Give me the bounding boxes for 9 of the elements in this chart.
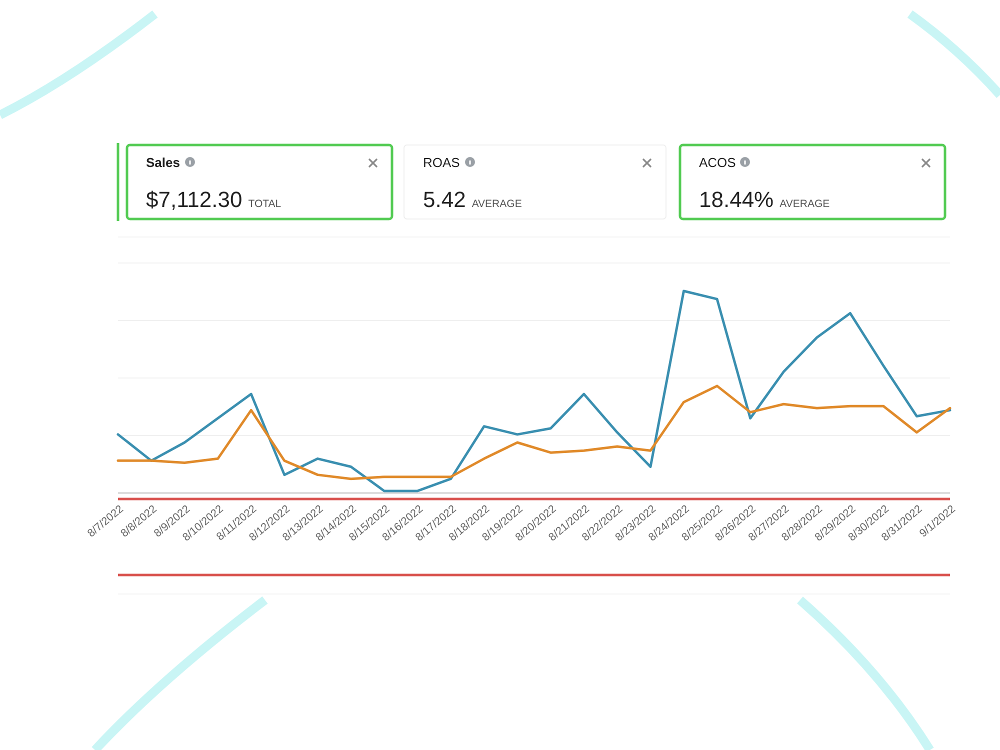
text: 5.42 — [423, 187, 466, 212]
text: 18.44% — [699, 187, 774, 212]
text: ACOS — [699, 155, 736, 170]
text: Sales — [146, 155, 180, 170]
text: $7,112.30 — [146, 187, 242, 212]
text: ROAS — [423, 155, 460, 170]
text: AVERAGE — [472, 198, 522, 210]
text: TOTAL — [248, 198, 282, 210]
text: AVERAGE — [780, 198, 830, 210]
